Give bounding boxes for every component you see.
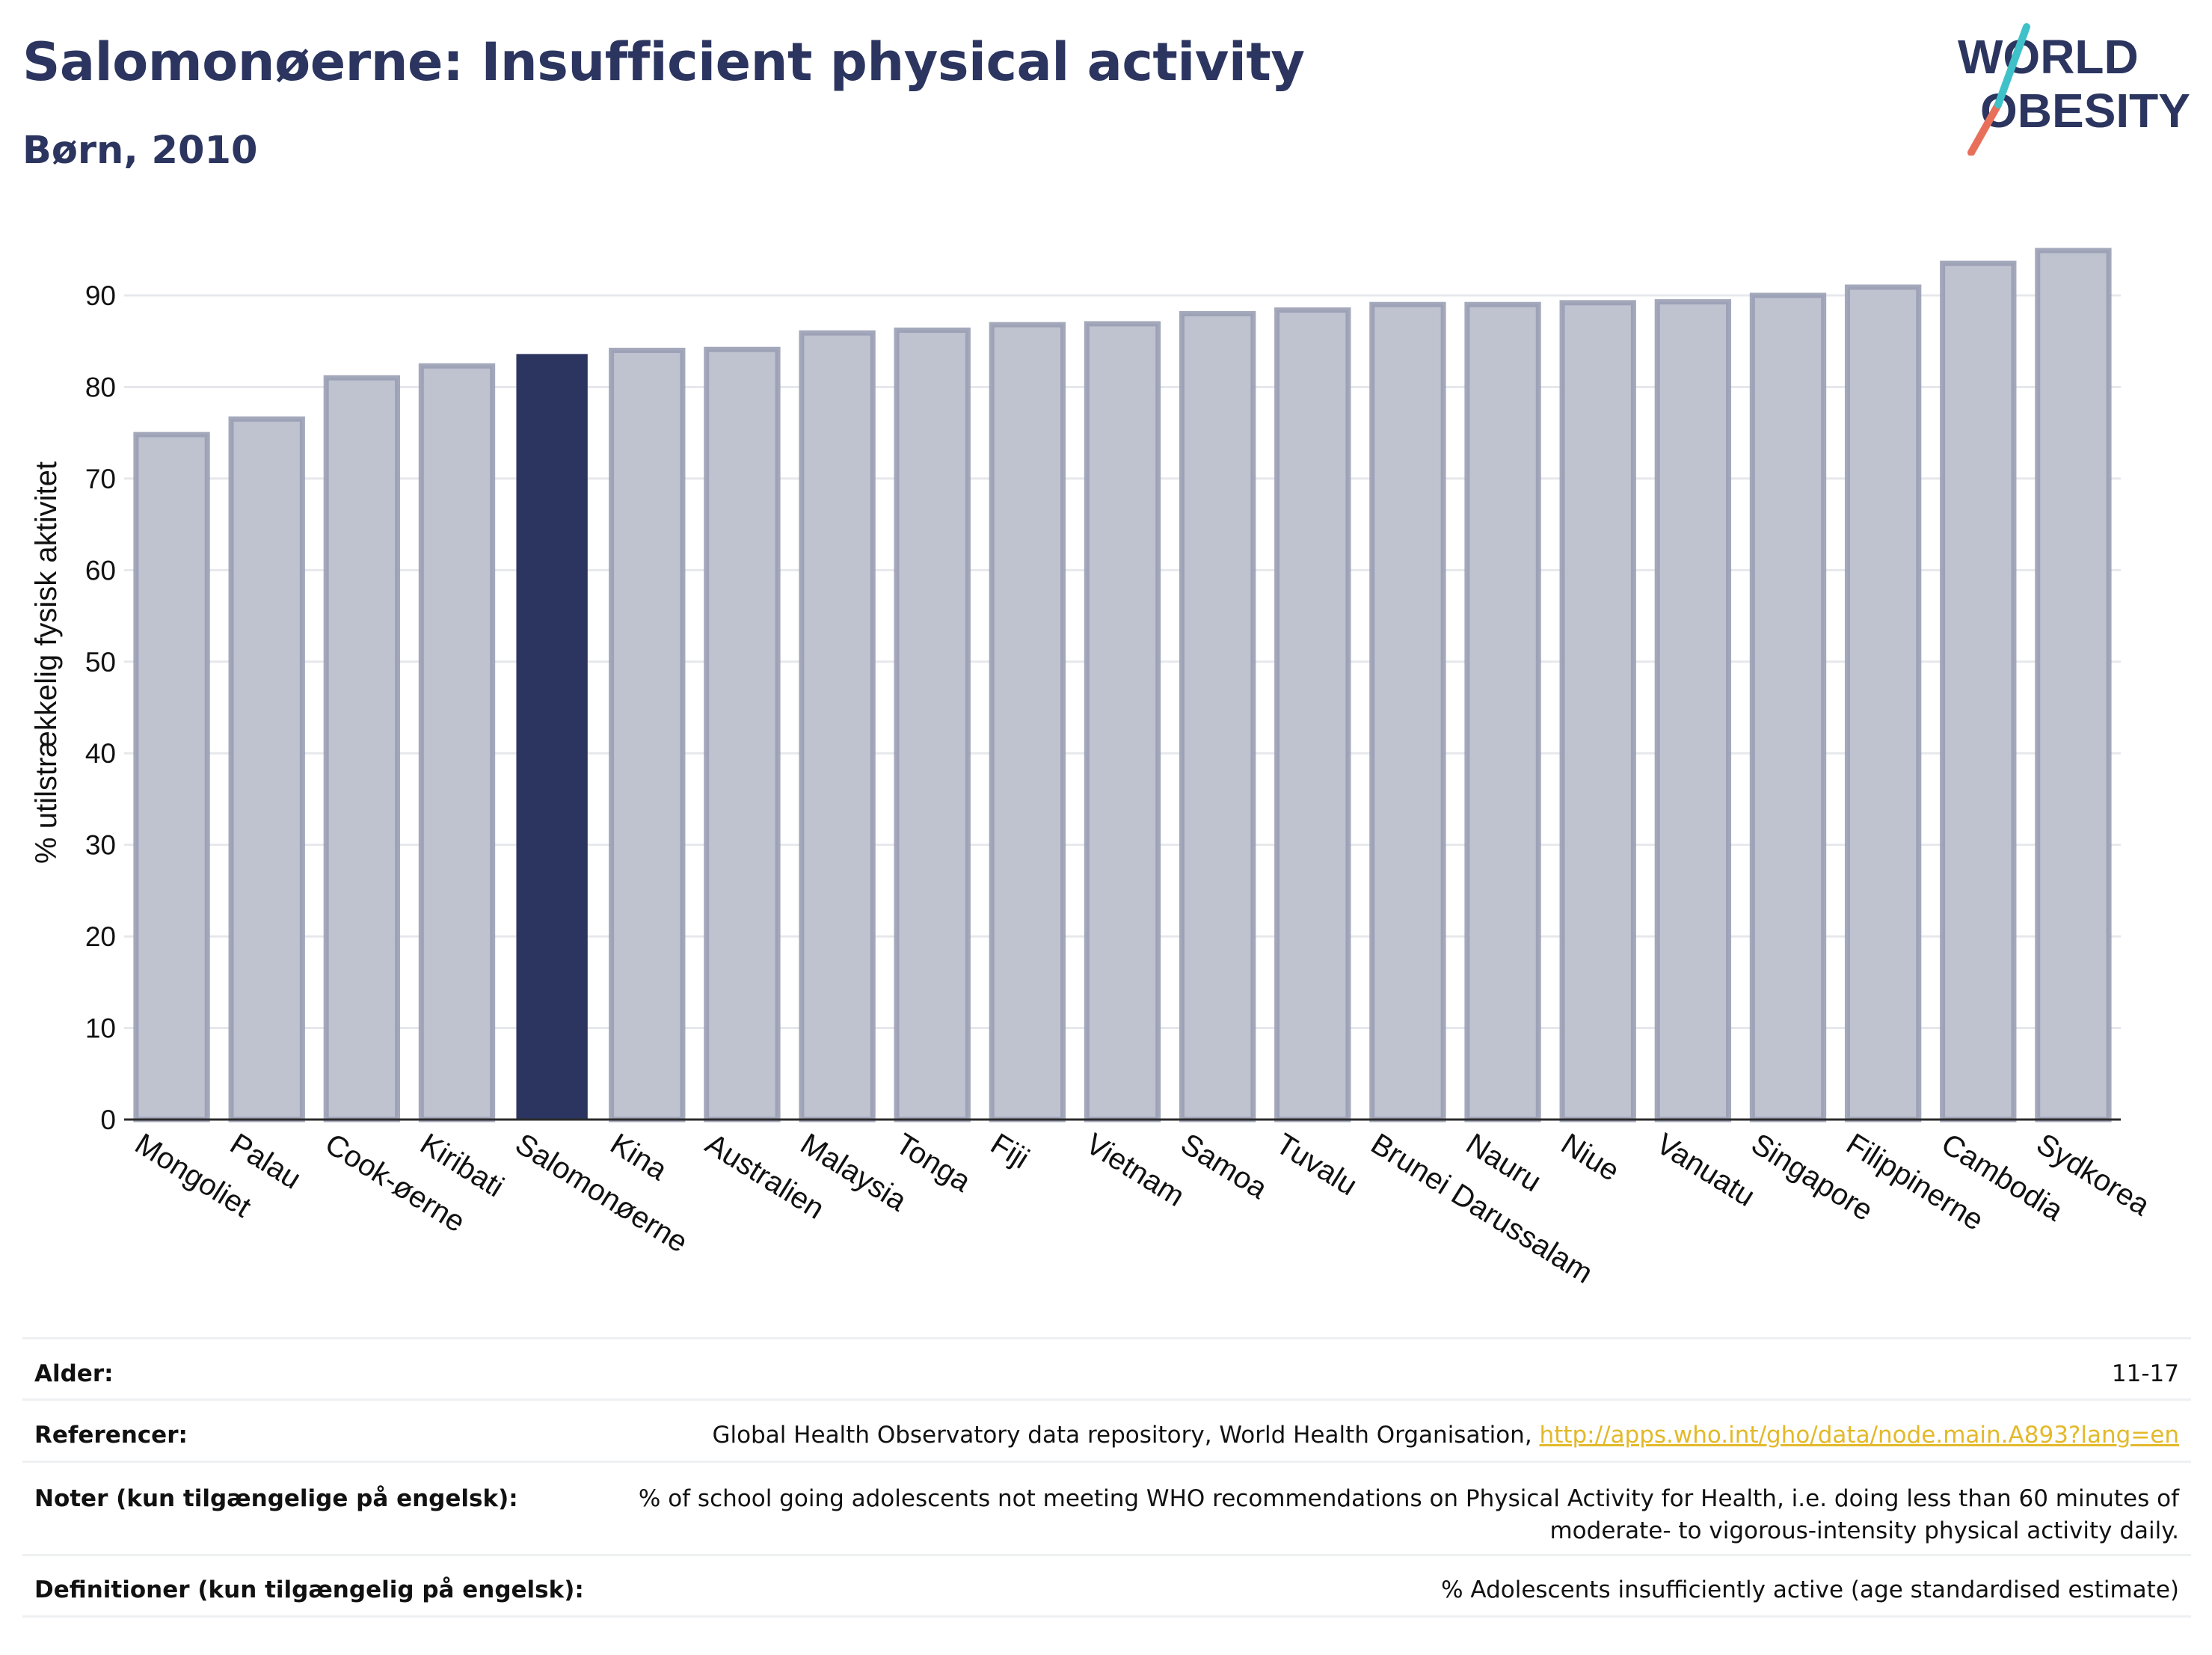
logo-teal-stroke — [1994, 23, 2030, 108]
x-tick-label: Salomonøerne — [509, 1127, 693, 1259]
chart-title: Salomonøerne: Insufficient physical acti… — [22, 31, 1305, 93]
y-axis-label: % utilstrækkelig fysisk aktivitet — [30, 461, 63, 864]
y-tick-label: 40 — [85, 738, 116, 769]
logo-red-stroke — [1967, 101, 2002, 156]
y-tick-label: 20 — [85, 921, 116, 952]
x-tick-label: Niue — [1555, 1127, 1625, 1188]
y-tick-label: 60 — [85, 555, 116, 586]
bar-malaysia — [799, 330, 876, 1123]
meta-row-notes: Noter (kun tilgængelige på engelsk): % o… — [22, 1461, 2191, 1556]
bar-niue — [1559, 300, 1636, 1123]
bar-kina — [609, 347, 686, 1123]
y-tick-label: 80 — [85, 372, 116, 402]
bar-brunei-darussalam — [1369, 301, 1446, 1123]
y-tick-label: 10 — [85, 1013, 116, 1044]
defs-value: % Adolescents insufficiently active (age… — [595, 1554, 2191, 1618]
logo-word-2: OBESITY — [1980, 84, 2190, 138]
y-tick-label: 50 — [85, 647, 116, 678]
y-tick-label: 70 — [85, 464, 116, 494]
defs-label: Definitioner (kun tilgængelig på engelsk… — [22, 1554, 596, 1618]
x-tick-label: Samoa — [1175, 1127, 1273, 1206]
bar-mongoliet — [133, 432, 210, 1123]
x-tick-label: Tuvalu — [1271, 1127, 1363, 1202]
chart-subtitle: Børn, 2010 — [22, 129, 258, 173]
bar-singapore — [1749, 292, 1827, 1123]
y-tick-label: 30 — [85, 830, 116, 861]
bar-kiribati — [418, 363, 496, 1123]
bar-samoa — [1179, 310, 1256, 1123]
bar-tonga — [894, 328, 971, 1123]
bar-vietnam — [1084, 321, 1161, 1123]
refs-link[interactable]: http://apps.who.int/gho/data/node.main.A… — [1539, 1422, 2179, 1449]
bar-tuvalu — [1274, 307, 1351, 1123]
y-tick-label: 0 — [100, 1105, 116, 1135]
bar-fiji — [989, 322, 1066, 1123]
x-tick-label: Vietnam — [1080, 1127, 1190, 1213]
bars — [133, 248, 2112, 1123]
notes-value: % of school going adolescents not meetin… — [595, 1461, 2191, 1556]
x-tick-label: Kina — [605, 1127, 674, 1187]
bar-cambodia — [1940, 260, 2017, 1123]
logo-word-1: WORLD — [1958, 30, 2139, 84]
meta-row-refs: Referencer: Global Health Observatory da… — [22, 1398, 2191, 1462]
world-obesity-logo: WORLD OBESITY — [1958, 23, 2190, 156]
meta-row-defs: Definitioner (kun tilgængelig på engelsk… — [22, 1554, 2191, 1618]
y-tick-labels: 0 10 20 30 40 50 60 70 80 90 — [85, 280, 116, 1135]
bar-salomonøerne — [516, 354, 588, 1120]
x-tick-label: Fiji — [985, 1127, 1035, 1175]
bar-cook-øerne — [323, 375, 401, 1123]
meta-row-age: Alder: 11-17 — [22, 1337, 2191, 1400]
bar-sydkorea — [2035, 248, 2112, 1123]
bar-nauru — [1464, 301, 1541, 1123]
metadata-table: Alder: 11-17 Referencer: Global Health O… — [22, 1337, 2191, 1618]
age-label: Alder: — [22, 1337, 596, 1400]
refs-label: Referencer: — [22, 1398, 596, 1462]
bar-palau — [228, 416, 305, 1123]
x-tick-label: Vanuatu — [1650, 1127, 1760, 1213]
notes-label: Noter (kun tilgængelige på engelsk): — [22, 1461, 596, 1556]
refs-text: Global Health Observatory data repositor… — [712, 1422, 1532, 1449]
y-tick-label: 90 — [85, 280, 116, 311]
bar-filippinerne — [1844, 284, 1922, 1123]
age-value: 11-17 — [595, 1337, 2191, 1400]
bar-vanuatu — [1654, 299, 1732, 1123]
bar-australien — [704, 346, 781, 1123]
